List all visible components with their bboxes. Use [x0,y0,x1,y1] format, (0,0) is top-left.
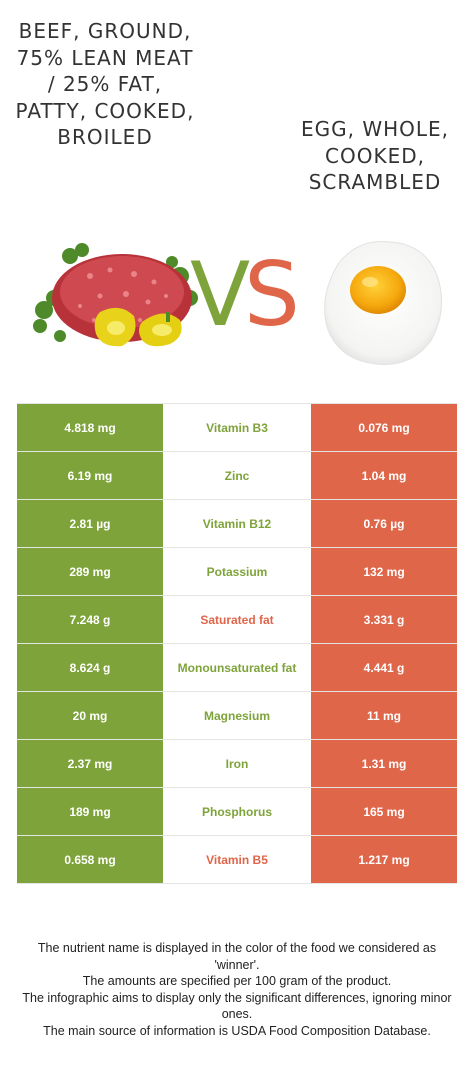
nutrient-name: Vitamin B12 [163,499,311,548]
nutrient-comparison-table: 4.818 mg Vitamin B3 0.076 mg 6.19 mg Zinc 1.0… [17,403,457,884]
comparison-row: 7.248 g Saturated fat 3.331 g [17,595,457,644]
nutrient-name: Vitamin B3 [163,403,311,452]
left-value: 20 mg [17,691,163,740]
comparison-row: 2.81 µg Vitamin B12 0.76 µg [17,499,457,548]
comparison-row: 2.37 mg Iron 1.31 mg [17,739,457,788]
left-value: 6.19 mg [17,451,163,500]
comparison-row: 20 mg Magnesium 11 mg [17,691,457,740]
right-food-title: Egg, whole, cooked, scrambled [300,117,450,194]
comparison-row: 6.19 mg Zinc 1.04 mg [17,451,457,500]
right-value: 1.217 mg [311,835,457,884]
nutrient-name: Phosphorus [163,787,311,836]
ground-beef-with-peppers-image [33,243,198,347]
footer-note: The main source of information is USDA F… [43,1023,431,1038]
right-value: 1.04 mg [311,451,457,500]
left-food-title: Beef, ground, 75% lean meat / 25% fat, p… [15,19,195,149]
comparison-row: 4.818 mg Vitamin B3 0.076 mg [17,403,457,452]
left-value: 2.37 mg [17,739,163,788]
left-value: 2.81 µg [17,499,163,548]
right-value: 11 mg [311,691,457,740]
nutrient-name: Monounsaturated fat [163,643,311,692]
nutrient-name: Iron [163,739,311,788]
footer-note: The nutrient name is displayed in the co… [37,941,437,972]
nutrient-name: Magnesium [163,691,311,740]
nutrient-name: Potassium [163,547,311,596]
left-value: 7.248 g [17,595,163,644]
footer-notes: The nutrient name is displayed in the co… [20,940,454,1039]
right-value: 132 mg [311,547,457,596]
right-value: 0.76 µg [311,499,457,548]
left-value: 0.658 mg [17,835,163,884]
yellow-pepper-slices [94,307,182,347]
comparison-row: 189 mg Phosphorus 165 mg [17,787,457,836]
comparison-row: 0.658 mg Vitamin B5 1.217 mg [17,835,457,884]
vs-letter-s: S [244,243,300,346]
comparison-row: 8.624 g Monounsaturated fat 4.441 g [17,643,457,692]
left-value: 4.818 mg [17,403,163,452]
nutrient-name: Zinc [163,451,311,500]
left-value: 189 mg [17,787,163,836]
right-value: 1.31 mg [311,739,457,788]
right-value: 3.331 g [311,595,457,644]
egg-yolk [350,266,406,314]
right-value: 0.076 mg [311,403,457,452]
footer-note: The amounts are specified per 100 gram o… [82,974,392,988]
footer-note: The infographic aims to display only the… [22,990,452,1022]
nutrient-name: Vitamin B5 [163,835,311,884]
nutrient-name: Saturated fat [163,595,311,644]
vs-letter-v: V [190,243,251,346]
fried-egg-image [324,240,443,366]
left-value: 8.624 g [17,643,163,692]
right-value: 4.441 g [311,643,457,692]
right-value: 165 mg [311,787,457,836]
comparison-row: 289 mg Potassium 132 mg [17,547,457,596]
left-value: 289 mg [17,547,163,596]
